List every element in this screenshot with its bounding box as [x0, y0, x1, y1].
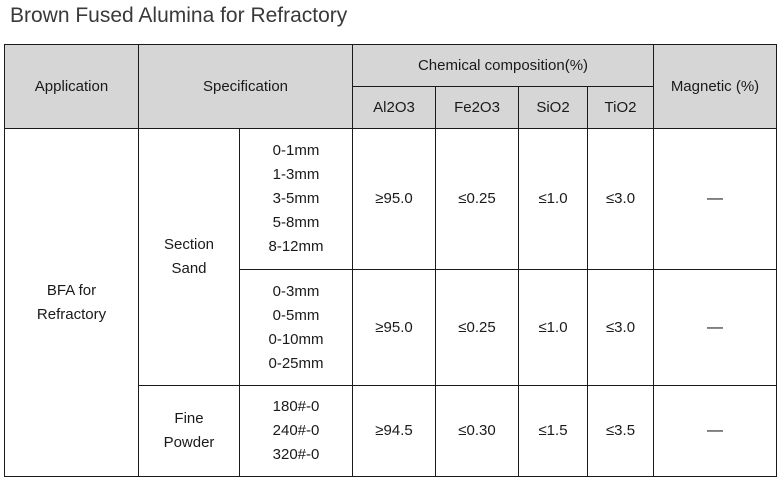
- size-range: 8-12mm: [268, 238, 324, 255]
- page-title: Brown Fused Alumina for Refractory: [10, 4, 348, 27]
- table-row: Fine Powder 180#-0 240#-0 320#-0 ≥94.5 ≤…: [5, 385, 777, 477]
- header-fe2o3: Fe2O3: [435, 86, 519, 129]
- application-cell: BFA for Refractory: [4, 128, 139, 477]
- size-range: 0-25mm: [268, 354, 324, 372]
- spec-type-line: Sand: [171, 260, 207, 277]
- magnetic-value: —: [653, 128, 777, 270]
- tio2-value: ≤3.5: [587, 385, 654, 477]
- table-row: BFA for Refractory Section Sand 0-1mm 1-…: [4, 128, 777, 477]
- spec-type-line: Fine: [174, 410, 204, 427]
- size-range: 240#-0: [272, 422, 320, 439]
- header-magnetic: Magnetic (%): [653, 44, 777, 129]
- size-range: 3-5mm: [272, 190, 320, 207]
- application-line: Refractory: [36, 305, 107, 323]
- al2o3-value: ≥95.0: [352, 128, 436, 270]
- header-specification: Specification: [138, 44, 353, 129]
- al2o3-value: ≥95.0: [352, 269, 436, 386]
- magnetic-value: —: [653, 269, 777, 386]
- application-line: BFA for: [46, 281, 97, 299]
- sio2-value: ≤1.5: [518, 385, 588, 477]
- al2o3-value: ≥94.5: [352, 385, 436, 477]
- size-range: 5-8mm: [272, 214, 320, 231]
- spec-type-section-sand: Section Sand: [138, 128, 240, 386]
- size-range: 0-5mm: [272, 306, 320, 324]
- size-range-cell: 0-1mm 1-3mm 3-5mm 5-8mm 8-12mm: [239, 128, 353, 270]
- header-tio2: TiO2: [587, 86, 654, 129]
- fe2o3-value: ≤0.25: [435, 269, 519, 386]
- spec-type-line: Section: [163, 236, 215, 253]
- header-chemical-composition: Chemical composition(%): [352, 44, 654, 87]
- size-range: 0-3mm: [272, 282, 320, 300]
- size-range: 0-10mm: [268, 330, 324, 348]
- tio2-value: ≤3.0: [587, 269, 654, 386]
- size-range-cell: 0-3mm 0-5mm 0-10mm 0-25mm: [239, 269, 353, 386]
- size-range: 1-3mm: [272, 166, 320, 183]
- header-sio2: SiO2: [518, 86, 588, 129]
- spec-type-fine-powder: Fine Powder: [138, 385, 240, 477]
- size-range: 0-1mm: [272, 142, 320, 159]
- size-range: 320#-0: [272, 446, 320, 463]
- size-range: 180#-0: [272, 398, 320, 415]
- sio2-value: ≤1.0: [518, 269, 588, 386]
- fe2o3-value: ≤0.25: [435, 128, 519, 270]
- size-range-cell: 180#-0 240#-0 320#-0: [239, 385, 353, 477]
- fe2o3-value: ≤0.30: [435, 385, 519, 477]
- magnetic-value: —: [653, 385, 777, 477]
- sio2-value: ≤1.0: [518, 128, 588, 270]
- composition-table: Application Specification Chemical compo…: [4, 44, 777, 477]
- spec-type-line: Powder: [163, 434, 215, 451]
- tio2-value: ≤3.0: [587, 128, 654, 270]
- header-application: Application: [4, 44, 139, 129]
- header-al2o3: Al2O3: [352, 86, 436, 129]
- table-row: 0-3mm 0-5mm 0-10mm 0-25mm ≥95.0 ≤0.25 ≤1…: [5, 269, 777, 386]
